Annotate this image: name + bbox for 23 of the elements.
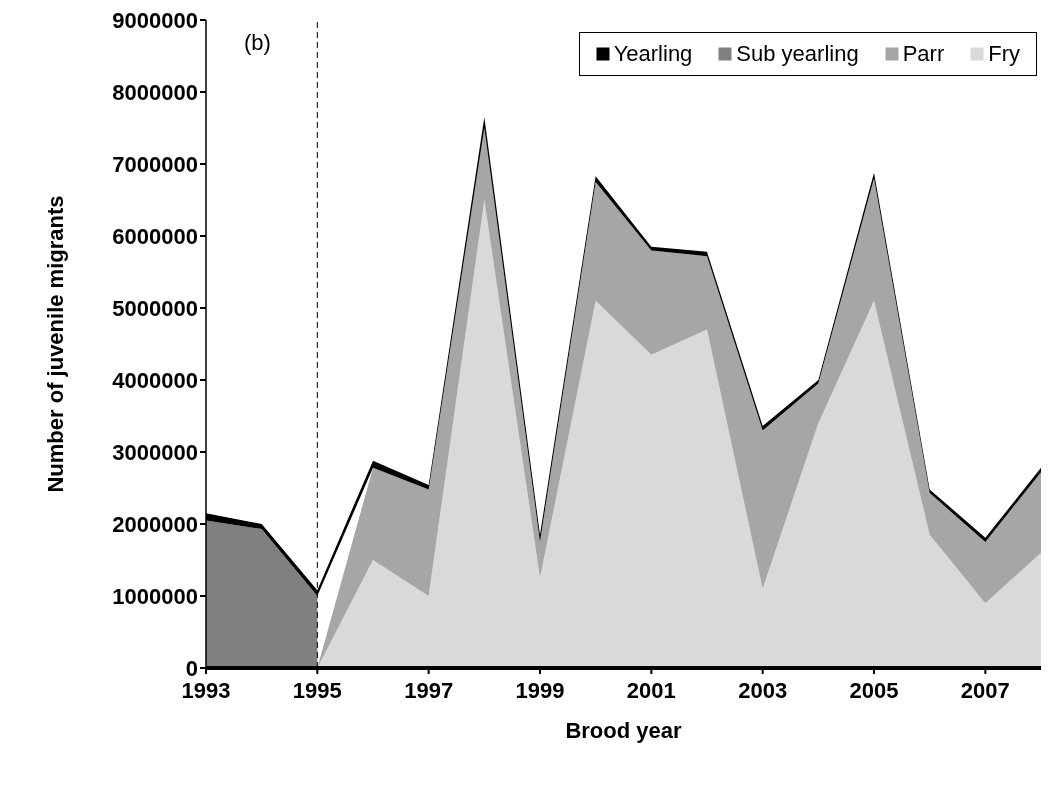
x-axis-title: Brood year (565, 718, 682, 743)
legend-label: Fry (988, 41, 1020, 67)
y-tick-label: 1000000 (112, 583, 198, 609)
y-tick-label: 2000000 (112, 511, 198, 537)
x-tick-label: 2007 (960, 677, 1010, 703)
x-tick-label: 1997 (404, 677, 454, 703)
annotation: (b) (244, 30, 271, 56)
x-tick-label: 2003 (738, 677, 788, 703)
y-tick-label: 7000000 (112, 151, 198, 177)
legend-label: Yearling (613, 41, 693, 67)
y-tick-label: 9000000 (112, 7, 198, 33)
y-tick-label: 4000000 (112, 367, 198, 393)
x-tick-label: 2001 (626, 677, 676, 703)
x-tick-label: 1995 (292, 677, 342, 703)
y-tick-label: 6000000 (112, 223, 198, 249)
x-tick-label: 1999 (515, 677, 565, 703)
x-tick-label: 2005 (849, 677, 899, 703)
legend-label: Sub yearling (736, 41, 859, 67)
y-axis-title: Number of juvenile migrants (42, 195, 68, 493)
legend-label: Parr (902, 41, 945, 67)
y-tick-label: 3000000 (112, 439, 198, 465)
y-tick-label: 5000000 (112, 295, 198, 321)
y-tick-label: 8000000 (112, 79, 198, 105)
